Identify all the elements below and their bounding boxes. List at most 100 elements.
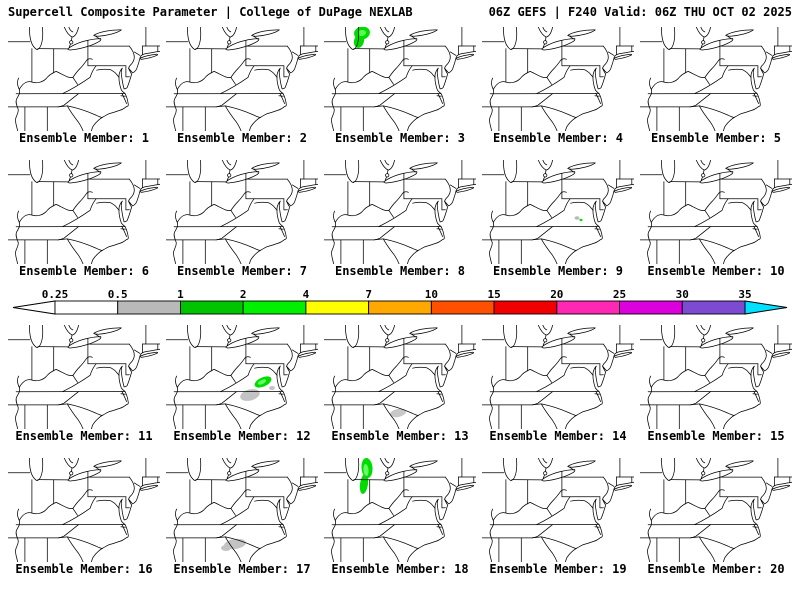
ensemble-member-label: Ensemble Member: 17 — [173, 562, 311, 576]
ensemble-map-4 — [482, 27, 634, 131]
colorbar-segment-1 — [180, 300, 244, 315]
basemap-outline — [482, 160, 634, 264]
basemap-outline — [166, 325, 318, 429]
scp-value-blob — [358, 29, 366, 37]
ensemble-panel-5: Ensemble Member: 5 — [640, 27, 792, 146]
ensemble-map-2 — [166, 27, 318, 131]
scp-value-blob — [579, 218, 583, 222]
ensemble-panel-11: Ensemble Member: 11 — [8, 325, 160, 444]
scp-value-blob — [363, 464, 369, 476]
colorbar-scale: 0.25 0.5 1 2 4 7 10 15 20 25 30 35 — [12, 288, 788, 315]
colorbar-tick-2: 2 — [240, 288, 247, 301]
ensemble-panel-12: Ensemble Member: 12 — [166, 325, 318, 444]
colorbar-segment-25 — [619, 300, 683, 315]
colorbar-segment-4 — [305, 300, 370, 315]
ensemble-map-16 — [8, 458, 160, 562]
basemap-outline — [324, 458, 476, 562]
ensemble-panel-17: Ensemble Member: 17 — [166, 458, 318, 577]
scp-value-blob — [390, 408, 406, 418]
colorbar-segment-0.25 — [54, 300, 119, 315]
ensemble-member-label: Ensemble Member: 7 — [176, 264, 308, 278]
ensemble-map-15 — [640, 325, 792, 429]
basemap-outline — [8, 325, 160, 429]
scp-value-blob — [353, 34, 365, 48]
basemap-outline — [640, 458, 792, 562]
ensemble-row-4: Ensemble Member: 16 Ensemble Member: 17 En… — [0, 458, 800, 577]
colorbar-segment-0.5 — [117, 300, 181, 315]
ensemble-map-14 — [482, 325, 634, 429]
ensemble-map-19 — [482, 458, 634, 562]
colorbar-tick-7: 7 — [365, 288, 372, 301]
colorbar-right-arrow — [744, 300, 788, 315]
ensemble-member-label: Ensemble Member: 11 — [15, 429, 153, 443]
ensemble-member-label: Ensemble Member: 8 — [334, 264, 466, 278]
ensemble-panel-20: Ensemble Member: 20 — [640, 458, 792, 577]
colorbar: 0.25 0.5 1 2 4 7 10 15 20 25 30 35 — [10, 288, 790, 316]
ensemble-map-9 — [482, 160, 634, 264]
ensemble-panel-7: Ensemble Member: 7 — [166, 160, 318, 279]
colorbar-left-arrow — [12, 300, 56, 315]
ensemble-row-1: Ensemble Member: 1 Ensemble Member: 2 Ense… — [0, 27, 800, 146]
colorbar-segment-2 — [242, 300, 307, 315]
basemap-outline — [640, 160, 792, 264]
basemap-outline — [166, 27, 318, 131]
basemap-outline — [482, 27, 634, 131]
colorbar-segment-10 — [430, 300, 495, 315]
scp-value-blob — [240, 389, 260, 401]
basemap-outline — [640, 325, 792, 429]
ensemble-panel-10: Ensemble Member: 10 — [640, 160, 792, 279]
ensemble-panel-18: Ensemble Member: 18 — [324, 458, 476, 577]
colorbar-tick-30: 30 — [676, 288, 689, 301]
ensemble-map-17 — [166, 458, 318, 562]
ensemble-map-20 — [640, 458, 792, 562]
scp-value-blob — [574, 216, 580, 220]
ensemble-member-label: Ensemble Member: 16 — [15, 562, 153, 576]
ensemble-map-18 — [324, 458, 476, 562]
ensemble-member-label: Ensemble Member: 14 — [489, 429, 627, 443]
ensemble-panel-14: Ensemble Member: 14 — [482, 325, 634, 444]
ensemble-map-11 — [8, 325, 160, 429]
basemap-outline — [482, 325, 634, 429]
ensemble-member-label: Ensemble Member: 10 — [647, 264, 785, 278]
ensemble-panel-6: Ensemble Member: 6 — [8, 160, 160, 279]
scp-value-blob — [257, 379, 267, 385]
ensemble-member-label: Ensemble Member: 1 — [18, 131, 150, 145]
ensemble-map-13 — [324, 325, 476, 429]
basemap-outline — [640, 27, 792, 131]
colorbar-segment-15 — [493, 300, 558, 315]
colorbar-tick-10: 10 — [425, 288, 438, 301]
basemap-outline — [8, 160, 160, 264]
ensemble-member-label: Ensemble Member: 13 — [331, 429, 469, 443]
ensemble-panel-9: Ensemble Member: 9 — [482, 160, 634, 279]
ensemble-map-7 — [166, 160, 318, 264]
ensemble-panel-2: Ensemble Member: 2 — [166, 27, 318, 146]
ensemble-panel-8: Ensemble Member: 8 — [324, 160, 476, 279]
model-run-info: 06Z GEFS | F240 Valid: 06Z THU OCT 02 20… — [488, 5, 792, 19]
ensemble-member-label: Ensemble Member: 3 — [334, 131, 466, 145]
colorbar-tick-0.25: 0.25 — [42, 288, 69, 301]
scp-value-blob — [221, 545, 231, 551]
colorbar-tick-15: 15 — [487, 288, 500, 301]
ensemble-member-label: Ensemble Member: 15 — [647, 429, 785, 443]
ensemble-map-3 — [324, 27, 476, 131]
ensemble-panel-4: Ensemble Member: 4 — [482, 27, 634, 146]
colorbar-tick-35: 35 — [738, 288, 751, 301]
ensemble-map-12 — [166, 325, 318, 429]
ensemble-member-label: Ensemble Member: 19 — [489, 562, 627, 576]
ensemble-member-label: Ensemble Member: 20 — [647, 562, 785, 576]
product-title: Supercell Composite Parameter | College … — [8, 5, 413, 19]
ensemble-map-8 — [324, 160, 476, 264]
ensemble-panel-16: Ensemble Member: 16 — [8, 458, 160, 577]
ensemble-member-label: Ensemble Member: 5 — [650, 131, 782, 145]
ensemble-member-label: Ensemble Member: 6 — [18, 264, 150, 278]
ensemble-member-label: Ensemble Member: 2 — [176, 131, 308, 145]
ensemble-panel-13: Ensemble Member: 13 — [324, 325, 476, 444]
ensemble-panel-19: Ensemble Member: 19 — [482, 458, 634, 577]
ensemble-panel-15: Ensemble Member: 15 — [640, 325, 792, 444]
ensemble-member-label: Ensemble Member: 12 — [173, 429, 311, 443]
colorbar-tick-0.5: 0.5 — [108, 288, 128, 301]
colorbar-segment-30 — [681, 300, 746, 315]
scp-value-blob — [269, 386, 275, 390]
ensemble-row-2: Ensemble Member: 6 Ensemble Member: 7 Ense… — [0, 160, 800, 279]
ensemble-map-10 — [640, 160, 792, 264]
